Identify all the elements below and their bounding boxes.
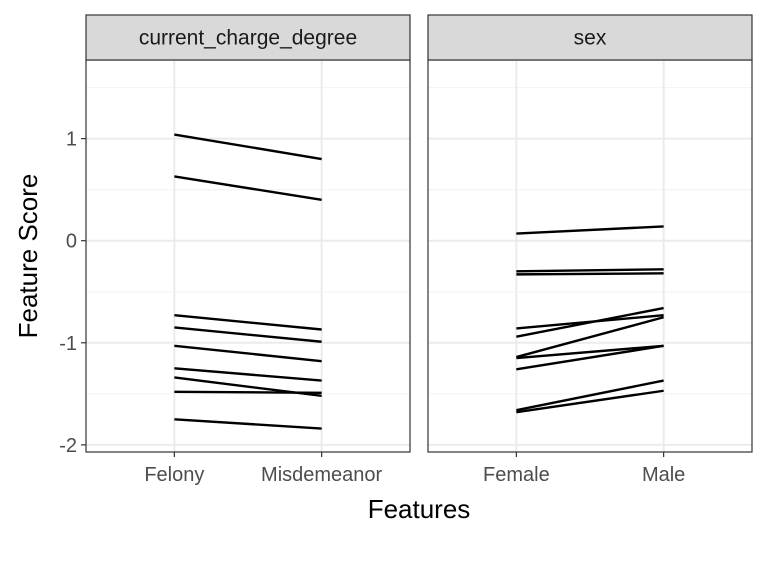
panel-background bbox=[428, 60, 752, 452]
series-line-5 bbox=[516, 306, 664, 338]
series-line-1 bbox=[174, 133, 322, 161]
series-line-6 bbox=[516, 316, 664, 359]
series-line-6 bbox=[174, 367, 322, 382]
facet-strip bbox=[85, 14, 411, 61]
x-tick-label: Female bbox=[483, 464, 550, 486]
series-line-1 bbox=[516, 225, 664, 235]
y-tick-label: -1 bbox=[59, 333, 77, 355]
facet-panel-1: current_charge_degree Felony Misdemeanor bbox=[85, 14, 411, 486]
x-tick-label: Male bbox=[642, 464, 685, 486]
y-tick-label: 1 bbox=[66, 129, 77, 151]
series-line-9 bbox=[516, 379, 664, 412]
facet-strip bbox=[427, 14, 753, 61]
series-line-4 bbox=[174, 326, 322, 343]
facet-strip-label: current_charge_degree bbox=[139, 27, 357, 50]
facet-strip-label: sex bbox=[574, 27, 607, 50]
y-tick-label: -2 bbox=[59, 435, 77, 457]
facet-panel-2: sex Female Male bbox=[427, 14, 753, 486]
series-line-10 bbox=[516, 389, 664, 414]
y-tick-label: 0 bbox=[66, 231, 77, 253]
x-axis-title: Features bbox=[368, 494, 471, 524]
series-line-2 bbox=[174, 175, 322, 202]
series-line-8 bbox=[516, 344, 664, 371]
series-line-2 bbox=[516, 268, 664, 273]
series-line-8 bbox=[174, 390, 322, 394]
x-tick-label: Felony bbox=[144, 464, 204, 486]
series-line-3 bbox=[174, 314, 322, 331]
series-line-7 bbox=[516, 344, 664, 360]
series-line-5 bbox=[174, 344, 322, 363]
y-axis-title: Feature Score bbox=[13, 174, 43, 339]
series-line-9 bbox=[174, 418, 322, 430]
x-tick-label: Misdemeanor bbox=[261, 464, 383, 486]
series-line-3 bbox=[516, 272, 664, 276]
